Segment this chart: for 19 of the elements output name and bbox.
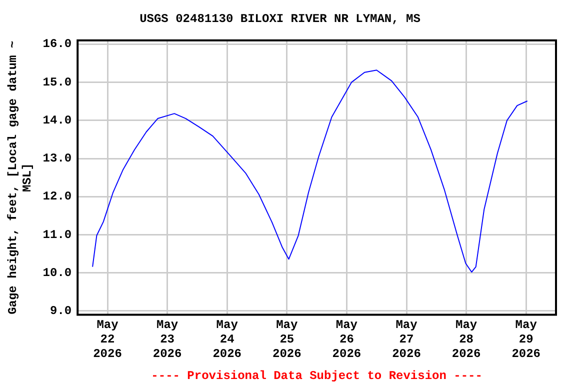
y-tick-label: 13.0	[42, 152, 72, 166]
y-tick-label: 11.0	[42, 228, 72, 242]
x-tick-label: May 25 2026	[272, 318, 302, 361]
text: ---- Provisional Data Subject to Revision ----	[151, 369, 482, 384]
y-tick-label: 10.0	[42, 266, 72, 280]
chart-title: USGS 02481130 BILOXI RIVER NR LYMAN, MS	[140, 12, 420, 26]
y-tick-label: 12.0	[42, 190, 72, 204]
x-tick-label: May 29 2026	[512, 318, 541, 361]
x-tick-label: May 28 2026	[452, 318, 481, 361]
y-tick-label: 15.0	[42, 75, 72, 90]
y-axis-title: Gage height, feet, [Local gage datum ~ MSL]	[6, 40, 35, 314]
y-tick-label: 9.0	[50, 304, 72, 318]
y-tick-label: 14.0	[42, 113, 72, 128]
x-tick-label: May 27 2026	[392, 318, 421, 361]
x-tick-label: May 26 2026	[332, 318, 362, 361]
y-tick-label: 16.0	[42, 37, 72, 52]
x-tick-label: May 23 2026	[152, 318, 182, 361]
x-tick-label: May 22 2026	[93, 318, 122, 361]
x-tick-label: May 24 2026	[212, 318, 242, 361]
